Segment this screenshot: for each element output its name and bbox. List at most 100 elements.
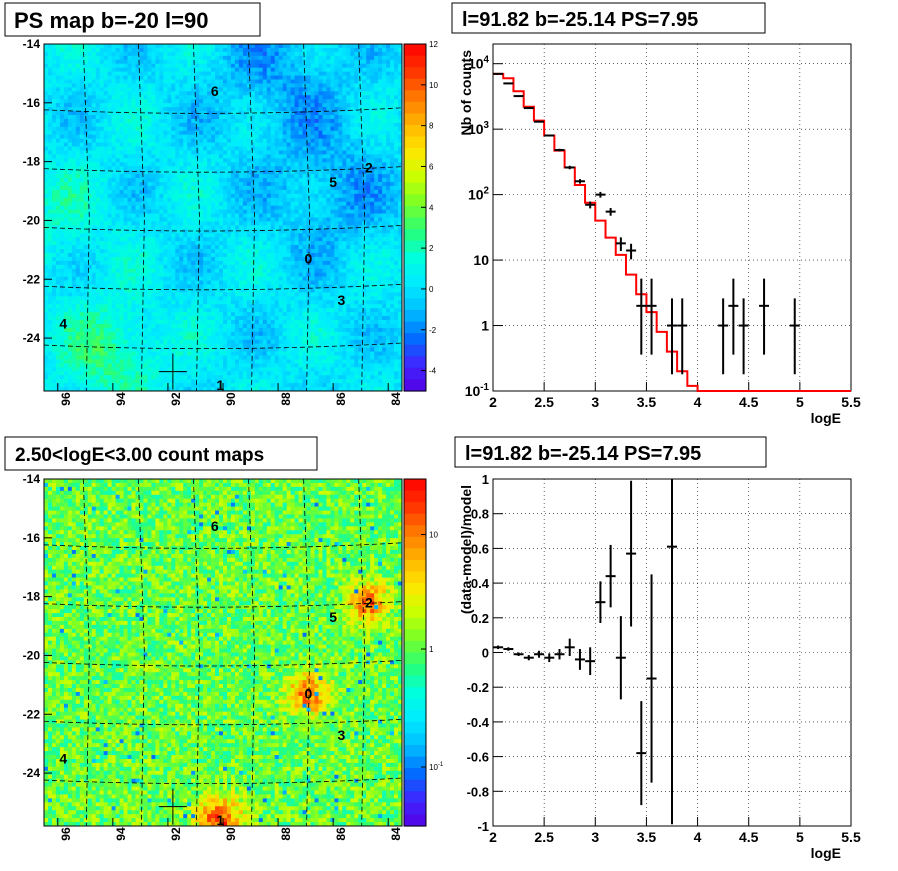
spectrum-x-tick: 4	[694, 394, 702, 410]
map-x-tick: 96	[59, 827, 73, 841]
map-grid	[43, 478, 403, 827]
spectrum-y-tick: 103	[468, 120, 490, 137]
title-box-top-left: PS map b=-20 l=90	[4, 2, 261, 37]
spectrum-x-tick: 2	[489, 394, 497, 410]
map-y-tick: -16	[23, 531, 41, 545]
colorbar-tick: 6	[429, 162, 434, 171]
spectrum-y-tick: 1	[481, 318, 489, 334]
map-x-tick: 90	[224, 827, 238, 841]
map-x-tick: 94	[114, 827, 128, 841]
map-x-tick: 94	[114, 392, 128, 406]
map-y-tick: -14	[23, 37, 41, 51]
model-step-line	[493, 72, 851, 392]
source-label-2: 2	[365, 160, 373, 176]
title-box-top-right: l=91.82 b=-25.14 PS=7.95	[451, 2, 766, 34]
residual-x-tick: 5.5	[841, 829, 861, 845]
colorbar-tick: 10-1	[429, 762, 444, 772]
spectrum-x-tick: 4.5	[739, 394, 759, 410]
residual-y-label: (data-model)/model	[458, 485, 474, 614]
residual-x-tick: 3.5	[637, 829, 657, 845]
heatmap-cells	[44, 479, 403, 827]
map-x-tick: 86	[334, 392, 348, 406]
spectrum-y-tick: 104	[468, 55, 490, 72]
map-y-tick: -20	[23, 648, 41, 662]
source-label-4: 4	[59, 750, 67, 766]
spectrum-x-tick: 3	[591, 394, 599, 410]
colorbar-tick: 8	[429, 122, 434, 131]
panel-title-bottom-right: l=91.82 b=-25.14 PS=7.95	[465, 443, 701, 465]
source-label-0: 0	[304, 686, 312, 702]
source-label-5: 5	[329, 174, 337, 190]
residual-y-tick: -0.6	[467, 750, 489, 765]
panel-title-top-left: PS map b=-20 l=90	[14, 8, 208, 33]
colorbar-tick: -2	[429, 326, 437, 335]
map-x-tick: 84	[389, 392, 403, 406]
residual-y-tick: 0.4	[471, 576, 490, 591]
residual-x-tick: 4	[694, 829, 702, 845]
map-y-tick: -22	[23, 707, 41, 721]
residual-y-tick: 1	[482, 472, 489, 487]
colorbar-tick: 10	[429, 531, 438, 540]
spectrum-y-tick: 10-1	[465, 382, 490, 399]
heatmap-cells	[44, 44, 403, 392]
colorbar-tick: 2	[429, 244, 434, 253]
map-y-tick: -20	[23, 213, 41, 227]
count-map-heatmap: 96 94 92 90 88 86 84 -14 -16 -18 -20 -22 -24 0 1 2 3 4 5 6 1…	[23, 472, 444, 841]
map-y-tick: -14	[23, 472, 41, 486]
map-x-tick: 88	[279, 392, 293, 406]
spectrum-x-tick: 3.5	[637, 394, 657, 410]
panel-title-bottom-left: 2.50<logE<3.00 count maps	[15, 445, 264, 466]
map-x-tick: 86	[334, 827, 348, 841]
source-label-6: 6	[211, 518, 219, 534]
colorbar-tick: 4	[429, 203, 434, 212]
residual-x-tick: 5	[796, 829, 804, 845]
residual-y-tick: -0.8	[467, 784, 489, 799]
source-label-1: 1	[216, 812, 224, 828]
colorbar	[403, 43, 427, 392]
map-x-tick: 90	[224, 392, 238, 406]
spectrum-x-label: logE	[811, 410, 841, 426]
residual-y-tick: 0.2	[471, 611, 489, 626]
residual-y-tick: -0.4	[467, 715, 490, 730]
colorbar-tick: 0	[429, 285, 434, 294]
colorbar	[403, 478, 427, 827]
map-y-tick: -24	[23, 766, 41, 780]
map-x-tick: 88	[279, 827, 293, 841]
map-y-tick: -16	[23, 96, 41, 110]
residual-y-tick: 0	[482, 646, 489, 661]
title-box-bottom-right: l=91.82 b=-25.14 PS=7.95	[454, 436, 767, 468]
source-label-3: 3	[338, 292, 346, 308]
map-x-tick: 96	[59, 392, 73, 406]
residual-x-tick: 2.5	[534, 829, 554, 845]
map-y-tick: -22	[23, 272, 41, 286]
colorbar-tick: 10	[429, 81, 438, 90]
map-y-tick: -18	[23, 155, 41, 169]
spectrum-x-tick: 2.5	[534, 394, 554, 410]
residual-y-tick: -1	[477, 819, 489, 834]
spectrum-y-tick: 10	[473, 252, 489, 268]
residual-plot: 2 2.5 3 3.5 4 4.5 5 5.5 -1 -0.8 -0.6 -0.4 -0.2 0 0.2 0.…	[458, 472, 861, 861]
residual-x-tick: 2	[489, 829, 497, 845]
map-x-tick: 84	[389, 827, 403, 841]
residual-x-label: logE	[811, 845, 841, 861]
spectrum-x-tick: 5	[796, 394, 804, 410]
panel-title-top-right: l=91.82 b=-25.14 PS=7.95	[462, 9, 698, 31]
residual-y-tick: 0.6	[471, 541, 489, 556]
spectrum-frame	[492, 43, 852, 392]
colorbar-tick: 1	[429, 645, 434, 654]
spectrum-plot: 2 2.5 3 3.5 4 4.5 5 5.5 10-1 1 10 102 103 104 logE Nb o…	[458, 43, 861, 426]
residual-y-tick: 0.8	[471, 507, 489, 522]
source-label-3: 3	[338, 727, 346, 743]
spectrum-x-tick: 5.5	[841, 394, 861, 410]
data-points	[493, 72, 800, 375]
map-y-tick: -18	[23, 590, 41, 604]
title-box-bottom-left: 2.50<logE<3.00 count maps	[4, 436, 318, 471]
map-x-tick: 92	[169, 827, 183, 841]
residual-x-tick: 3	[591, 829, 599, 845]
source-label-0: 0	[304, 251, 312, 267]
map-y-tick: -24	[23, 331, 41, 345]
residual-x-tick: 4.5	[739, 829, 759, 845]
spectrum-y-label: Nb of counts	[458, 50, 474, 136]
source-label-5: 5	[329, 609, 337, 625]
